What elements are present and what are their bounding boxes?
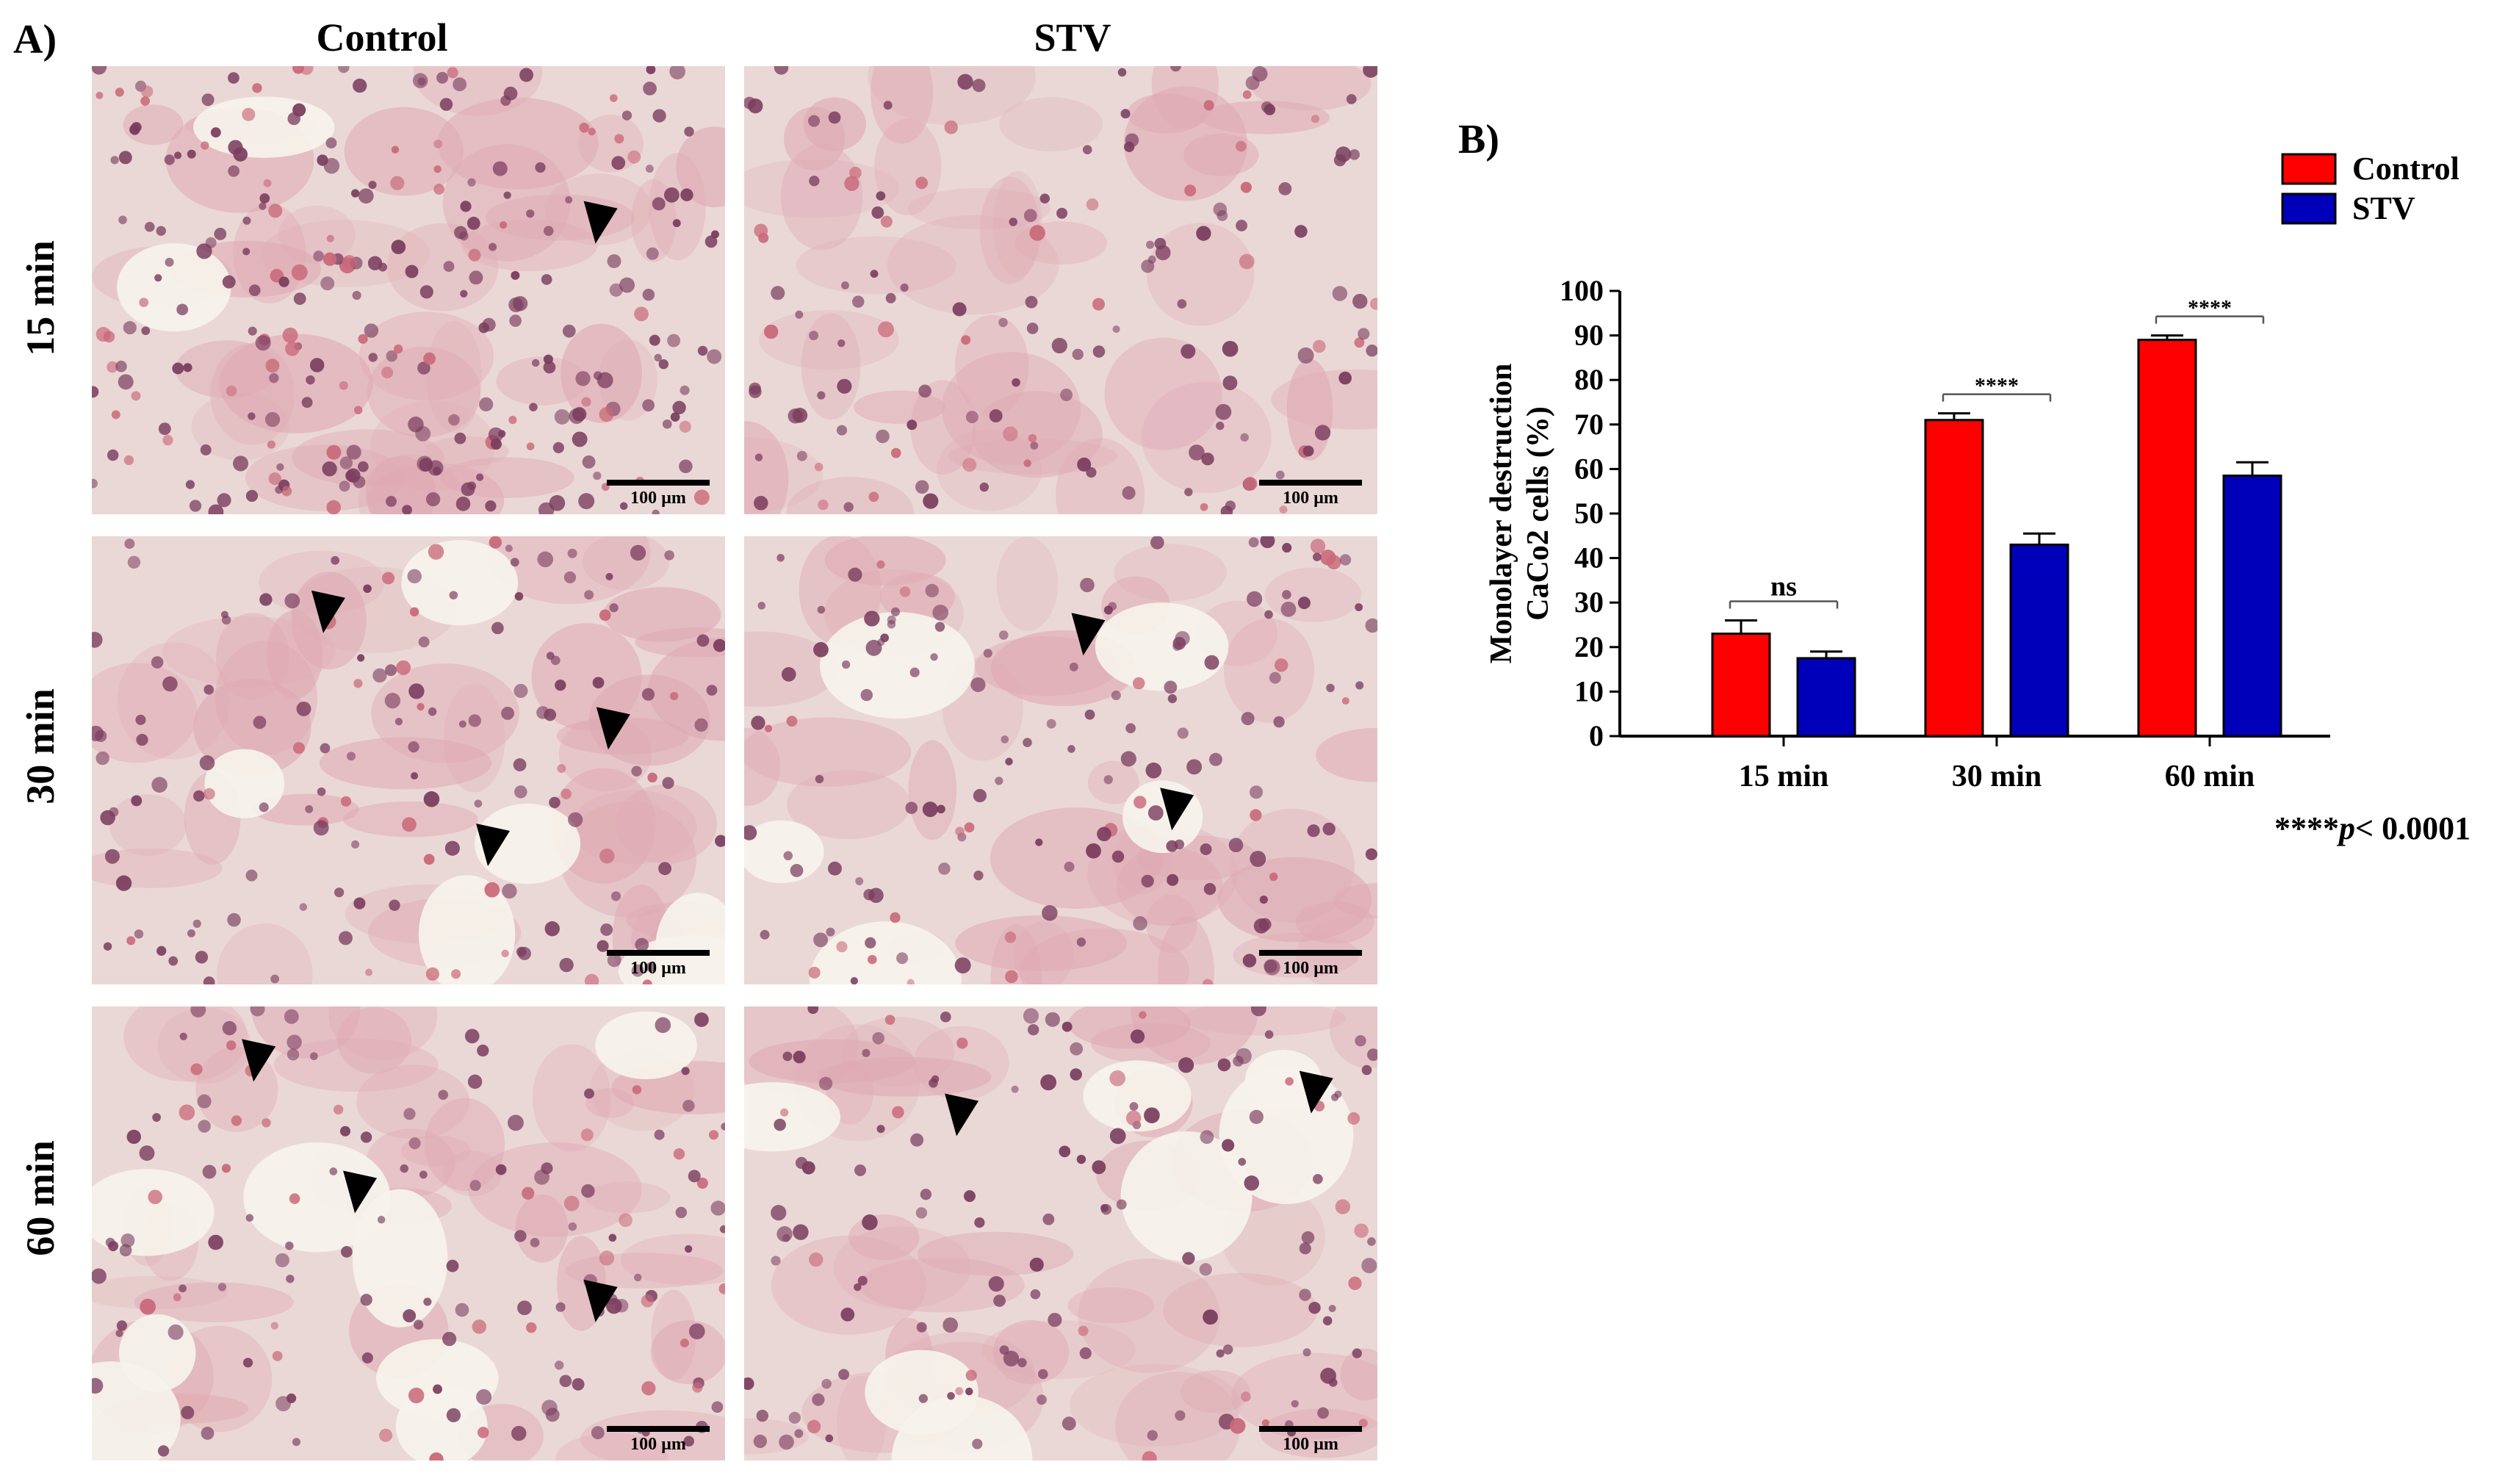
arrowhead-icon: [343, 1170, 378, 1214]
y-tick-label: 60: [1574, 452, 1604, 485]
arrowhead-icon: [1160, 788, 1194, 831]
micrograph-control-60-min: 100 µm: [92, 1006, 725, 1460]
scale-bar: 100 µm: [1255, 950, 1366, 979]
scale-bar-line: [607, 950, 710, 956]
bar-control: [2137, 339, 2197, 738]
scale-bar: 100 µm: [603, 950, 713, 979]
legend-label-control: Control: [2352, 151, 2459, 187]
arrowhead-icon: [596, 707, 630, 750]
arrowhead-icon: [1299, 1070, 1333, 1114]
scale-bar-label: 100 µm: [630, 959, 686, 978]
scale-bar-label: 100 µm: [630, 1435, 686, 1454]
bar-stv: [1796, 657, 1856, 738]
scale-bar-label: 100 µm: [630, 489, 686, 508]
micrograph-control-30-min: 100 µm: [92, 536, 725, 984]
y-tick-label: 10: [1574, 674, 1604, 707]
micrograph-stv-30-min: 100 µm: [744, 536, 1377, 984]
scale-bar-label: 100 µm: [1283, 489, 1338, 508]
micrograph-stv-15-min: 100 µm: [744, 66, 1377, 514]
arrowhead-icon: [311, 590, 345, 633]
row-header-15-min: 15 min: [18, 240, 62, 356]
scale-bar-line: [1259, 1426, 1362, 1432]
bar-stv: [2222, 474, 2282, 738]
bar-control: [1711, 633, 1771, 738]
panel-b-label: B): [1458, 117, 1499, 162]
column-header-stv: STV: [1034, 15, 1111, 60]
x-tick-label: 15 min: [1739, 760, 1829, 793]
scale-bar: 100 µm: [1255, 1426, 1366, 1455]
y-tick-label: 70: [1574, 408, 1604, 441]
y-tick-label: 0: [1589, 719, 1604, 752]
footnote-stars: ****: [2274, 810, 2339, 846]
arrowhead-icon: [583, 1279, 618, 1322]
footnote-value: < 0.0001: [2355, 810, 2471, 846]
legend-swatch-stv: [2281, 192, 2337, 225]
y-tick-label: 100: [1560, 274, 1604, 307]
scale-bar-label: 100 µm: [1283, 1435, 1338, 1454]
scale-bar: 100 µm: [603, 480, 713, 508]
scale-bar: 100 µm: [1255, 480, 1366, 508]
bar-control: [1924, 419, 1984, 738]
y-tick-label: 20: [1574, 630, 1604, 663]
significance-footnote: ****p< 0.0001: [2274, 810, 2471, 847]
scale-bar-line: [607, 1426, 710, 1432]
scale-bar: 100 µm: [603, 1426, 713, 1455]
micrograph-stv-60-min: 100 µm: [744, 1006, 1377, 1460]
y-axis-label-line2: CaCo2 cells (%): [1521, 406, 1555, 621]
legend-label-stv: STV: [2352, 190, 2415, 226]
y-axis-label-line1: Monolayer destruction: [1485, 364, 1518, 664]
scale-bar-line: [1259, 480, 1362, 486]
legend-swatch-control: [2281, 153, 2337, 185]
panel-a-label: A): [13, 17, 57, 62]
row-header-30-min: 30 min: [18, 688, 62, 804]
y-tick-label: 90: [1574, 319, 1604, 352]
significance-label: ****: [1975, 374, 2019, 398]
column-header-control: Control: [316, 15, 448, 60]
scale-bar-label: 100 µm: [1283, 959, 1338, 978]
x-tick-label: 30 min: [1952, 760, 2042, 793]
bar-chart: 0 10 20 30 40 50 60 70 80 90 100 Monolayer destruct…: [1485, 151, 2459, 793]
y-tick-label: 30: [1574, 586, 1604, 619]
significance-label: ****: [2188, 296, 2232, 320]
x-tick-label: 60 min: [2165, 760, 2255, 793]
y-tick-label: 80: [1574, 363, 1604, 396]
arrowhead-icon: [476, 824, 511, 866]
scale-bar-line: [607, 480, 710, 486]
y-tick-label: 50: [1574, 497, 1604, 530]
row-header-60-min: 60 min: [18, 1140, 62, 1256]
significance-label: ns: [1770, 571, 1797, 602]
arrowhead-icon: [945, 1093, 979, 1137]
y-tick-label: 40: [1574, 541, 1604, 574]
arrowhead-icon: [583, 201, 618, 244]
micrograph-control-15-min: 100 µm: [92, 66, 725, 514]
scale-bar-line: [1259, 950, 1362, 956]
arrowhead-icon: [242, 1039, 276, 1082]
footnote-p: p: [2339, 810, 2355, 846]
arrowhead-icon: [1071, 613, 1106, 656]
bar-stv: [2009, 543, 2069, 738]
